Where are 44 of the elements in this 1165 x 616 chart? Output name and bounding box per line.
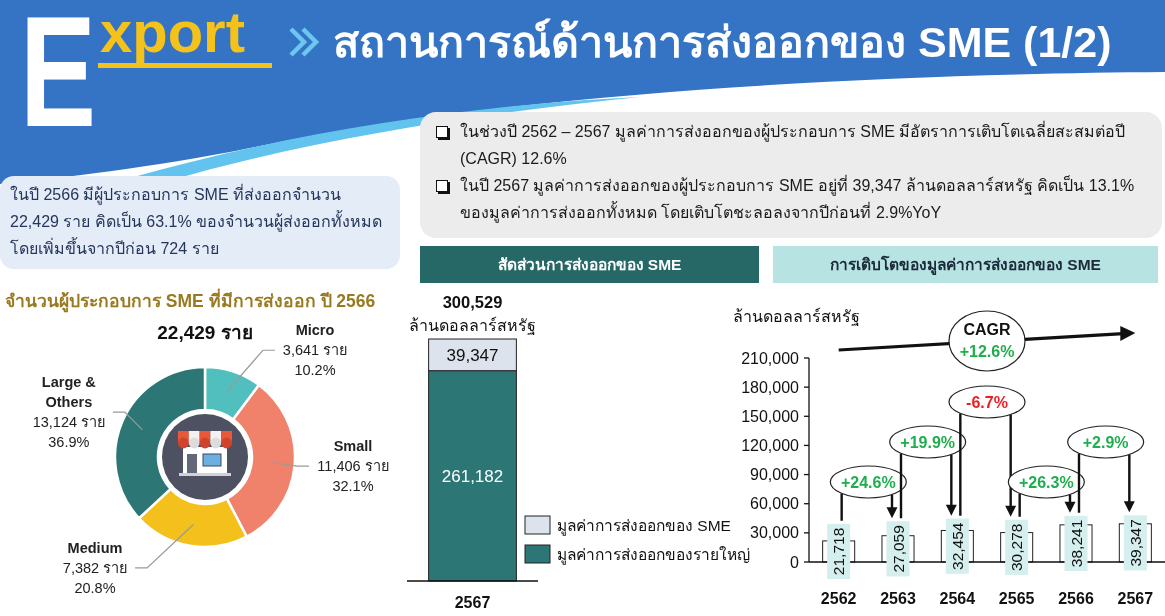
slice-label: Large & Others <box>41 374 97 411</box>
data-label: 39,347 <box>446 345 499 365</box>
total-label: 300,529 <box>442 293 503 311</box>
data-label: 13,124 ราย 36.9% <box>32 414 106 451</box>
annotation: -6.7% <box>966 394 1008 411</box>
chart-title: จำนวนผู้ประกอบการ SME ที่มีการส่งออก ปี 2566 <box>5 288 376 313</box>
y-tick-label: 120,000 <box>741 437 800 455</box>
text: ในช่วงปี 2562 – 2567 มูลค่าการส่งออกของผู้ประกอบการ SME มีอัตราการเติบโตเฉลี่ยสะสมต่อปี (CAGR) 12.6% <box>460 120 1127 169</box>
annotation: +24.6% <box>840 474 896 491</box>
x-tick-label: 2567 <box>1117 590 1154 607</box>
y-tick-label: 180,000 <box>741 378 800 396</box>
y-axis-title: ล้านดอลลาร์สหรัฐ <box>733 307 860 326</box>
y-tick-label: 30,000 <box>750 524 800 542</box>
data-label: 7,382 ราย 20.8% <box>62 559 128 596</box>
chart-title: การเติบโตของมูลค่าการส่งออกของ SME <box>830 255 1101 276</box>
x-tick-label: 2563 <box>880 590 916 607</box>
x-tick-label: 2565 <box>998 590 1035 607</box>
text: ในปี 2567 มูลค่าการส่งออกของผู้ประกอบการ SME อยู่ที่ 39,347 ล้านดอลลาร์สหรัฐ คิดเป็น 13.1% ของมูลค่าการส่งออกทั้งหมด โดยเติบโตชะลอลงจากปีก่อนที่ 2.9%YoY <box>460 174 1136 225</box>
annotation: +2.9% <box>1082 434 1129 451</box>
y-tick-label: 60,000 <box>750 495 800 513</box>
annotation: +26.3% <box>1018 474 1074 491</box>
data-label: 3,641 ราย 10.2% <box>282 342 348 379</box>
data-label: 11,406 ราย 32.1% <box>317 458 389 495</box>
x-tick-label: 2562 <box>820 590 857 607</box>
y-tick-label: 0 <box>790 553 800 571</box>
y-tick-label: 210,000 <box>741 349 800 367</box>
slice-label: Small <box>333 438 373 455</box>
x-tick-label: 2566 <box>1058 590 1094 607</box>
x-tick-label: 2564 <box>939 590 976 607</box>
text: สถานการณ์ด้านการส่งออกของ SME (1/2) <box>333 18 1112 66</box>
y-tick-label: 150,000 <box>741 407 800 425</box>
chart-subtitle: 22,429 ราย <box>157 322 253 343</box>
annotation: +19.9% <box>900 434 956 451</box>
x-tick-label: 2567 <box>454 594 491 611</box>
text: สัดส่วนการส่งออกของ SME <box>497 256 682 273</box>
slice-label: Medium <box>67 539 123 556</box>
data-label: 261,182 <box>441 466 504 486</box>
legend-label: มูลค่าการส่งออกของ SME <box>557 517 731 536</box>
y-axis-title: ล้านดอลลาร์สหรัฐ <box>409 316 536 335</box>
text: ในปี 2566 มีผู้ประกอบการ SME ที่ส่งออกจำนวน 22,429 ราย คิดเป็น 63.1% ของจำนวนผู้ส่งออกทั้งหมด โดยเพิ่มขึ้นจากปีก่อน 724 ราย <box>10 183 384 259</box>
slice-label: Micro <box>295 322 335 339</box>
legend-label: มูลค่าการส่งออกของรายใหญ่ <box>557 546 750 565</box>
annotation: CAGR +12.6% <box>959 321 1015 360</box>
y-tick-label: 90,000 <box>750 466 800 484</box>
